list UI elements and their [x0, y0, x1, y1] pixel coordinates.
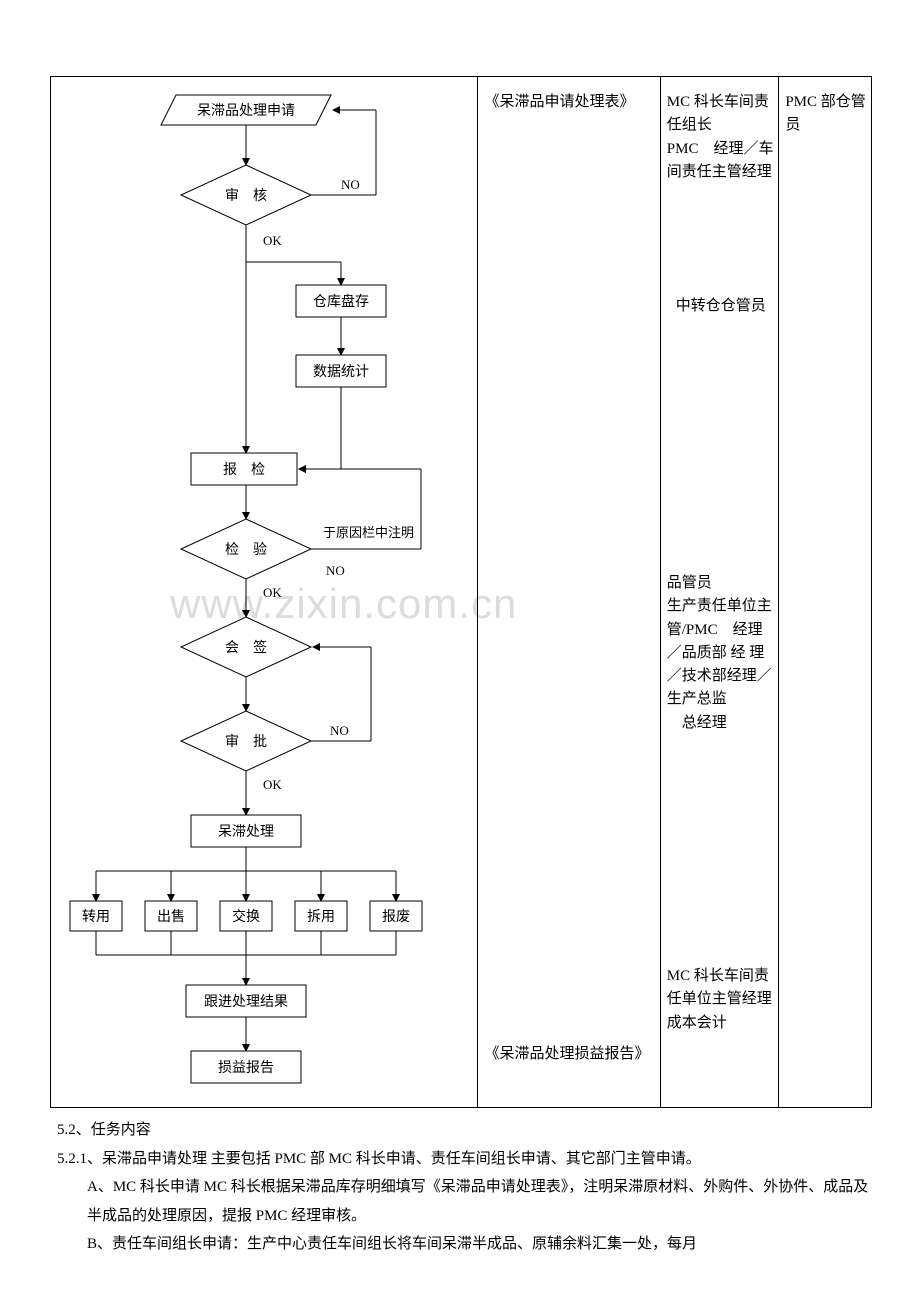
approve-ok: OK: [263, 777, 282, 792]
col-responsible: MC 科长车间责任组长 PMC 经理／车间责任主管经理 中转仓仓管员 品管员 生…: [661, 77, 780, 1107]
review1-no: NO: [341, 177, 360, 192]
resp-block3: 品管员 生产责任单位主管/PMC 经理／品质部 经 理／技术部经理／生产总监 总…: [667, 572, 775, 735]
inspect-ok: OK: [263, 585, 282, 600]
body-p1: 5.2、任务内容: [57, 1116, 877, 1145]
resp-block4: MC 科长车间责任单位主管经理 成本会计: [667, 965, 775, 1035]
node-process-label: 呆滞处理: [218, 824, 274, 840]
review1-ok: OK: [263, 233, 282, 248]
page: www.zixin.com.cn 呆滞品处理申请 审 核 NO: [0, 0, 920, 1302]
main-table: 呆滞品处理申请 审 核 NO OK 仓库盘存: [50, 76, 872, 1108]
node-opt2-label: 出售: [157, 909, 185, 925]
inspect-note: 于原因栏中注明: [323, 525, 414, 540]
node-cosign-label: 会 签: [225, 639, 267, 656]
node-inventory-label: 仓库盘存: [313, 293, 369, 310]
node-opt4-label: 拆用: [307, 909, 335, 925]
node-opt1-label: 转用: [82, 909, 110, 925]
node-opt5-label: 报废: [382, 909, 410, 925]
doc-line1: 《呆滞品申请处理表》: [484, 91, 654, 114]
doc-line2: 《呆滞品处理损益报告》: [484, 1043, 654, 1066]
inspect-no: NO: [326, 563, 345, 578]
node-apply-label: 呆滞品处理申请: [197, 103, 295, 119]
node-review1-label: 审 核: [225, 188, 267, 204]
node-approve-label: 审 批: [225, 734, 267, 750]
flowchart-svg: 呆滞品处理申请 审 核 NO OK 仓库盘存: [51, 77, 479, 1105]
body-p3: A、MC 科长申请 MC 科长根据呆滞品库存明细填写《呆滞品申请处理表》，注明呆…: [57, 1173, 877, 1230]
dept-block1: PMC 部仓管员: [785, 91, 867, 138]
body-p4: B、责任车间组长申请：生产中心责任车间组长将车间呆滞半成品、原辅余料汇集一处，每…: [57, 1230, 877, 1259]
approve-no: NO: [330, 723, 349, 738]
col-dept: PMC 部仓管员: [779, 77, 871, 1107]
col-flowchart: 呆滞品处理申请 审 核 NO OK 仓库盘存: [51, 77, 478, 1107]
resp-block2: 中转仓仓管员: [667, 295, 775, 318]
node-follow-label: 跟进处理结果: [204, 994, 288, 1010]
node-opt3-label: 交换: [232, 908, 260, 925]
body-p2: 5.2.1、呆滞品申请处理 主要包括 PMC 部 MC 科长申请、责任车间组长申…: [57, 1145, 877, 1174]
node-stats-label: 数据统计: [313, 364, 369, 380]
col-documents: 《呆滞品申请处理表》 《呆滞品处理损益报告》: [478, 77, 660, 1107]
resp-block1: MC 科长车间责任组长 PMC 经理／车间责任主管经理: [667, 91, 775, 184]
node-inspect-label: 检 验: [225, 542, 267, 558]
body-text: 5.2、任务内容 5.2.1、呆滞品申请处理 主要包括 PMC 部 MC 科长申…: [57, 1116, 877, 1259]
node-report-label: 报 检: [223, 462, 265, 478]
node-loss-label: 损益报告: [218, 1060, 274, 1076]
